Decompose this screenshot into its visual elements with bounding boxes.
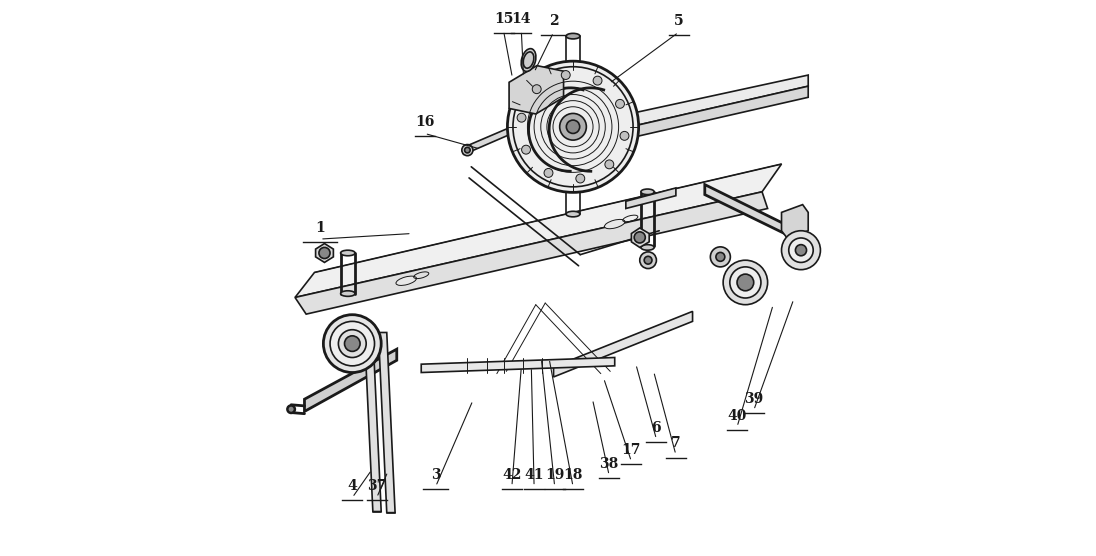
Circle shape	[561, 71, 570, 80]
Text: 3: 3	[431, 468, 441, 482]
Circle shape	[635, 232, 646, 243]
Circle shape	[723, 260, 767, 305]
Polygon shape	[564, 75, 808, 142]
Circle shape	[517, 113, 526, 122]
Text: 1: 1	[316, 221, 324, 235]
Polygon shape	[365, 334, 381, 512]
Ellipse shape	[522, 48, 536, 72]
Circle shape	[339, 330, 366, 358]
Polygon shape	[705, 185, 798, 240]
Circle shape	[593, 76, 602, 85]
Circle shape	[344, 336, 361, 351]
Text: 4: 4	[347, 479, 357, 493]
Polygon shape	[464, 105, 563, 155]
Polygon shape	[781, 205, 808, 238]
Circle shape	[796, 245, 807, 256]
Text: 40: 40	[728, 409, 746, 423]
Circle shape	[319, 247, 330, 259]
Circle shape	[533, 85, 541, 93]
Circle shape	[781, 231, 821, 270]
Circle shape	[716, 252, 724, 261]
Text: 39: 39	[744, 392, 763, 406]
Text: 41: 41	[524, 468, 544, 482]
Circle shape	[710, 247, 730, 267]
Polygon shape	[295, 192, 767, 314]
Text: 6: 6	[652, 421, 661, 435]
Polygon shape	[553, 311, 693, 377]
Circle shape	[507, 61, 639, 192]
Circle shape	[567, 120, 580, 133]
Circle shape	[644, 256, 652, 264]
Ellipse shape	[461, 145, 473, 156]
Circle shape	[616, 100, 625, 108]
Circle shape	[575, 174, 585, 183]
Text: 15: 15	[494, 12, 513, 26]
Circle shape	[737, 274, 754, 291]
Circle shape	[730, 267, 761, 298]
Ellipse shape	[641, 189, 654, 195]
Circle shape	[544, 168, 552, 177]
Ellipse shape	[396, 276, 416, 285]
Ellipse shape	[341, 291, 355, 296]
Ellipse shape	[566, 211, 580, 217]
Text: 18: 18	[563, 468, 583, 482]
Circle shape	[522, 145, 530, 154]
Ellipse shape	[641, 245, 654, 250]
Text: 19: 19	[545, 468, 564, 482]
Polygon shape	[295, 164, 781, 297]
Circle shape	[789, 238, 813, 262]
Ellipse shape	[341, 250, 355, 256]
Ellipse shape	[287, 405, 295, 414]
Text: 17: 17	[621, 443, 641, 457]
Text: 16: 16	[415, 115, 434, 129]
Ellipse shape	[605, 220, 625, 229]
Polygon shape	[631, 228, 649, 247]
Text: 42: 42	[502, 468, 522, 482]
Circle shape	[330, 321, 375, 366]
Polygon shape	[316, 244, 333, 262]
Text: 37: 37	[367, 479, 387, 493]
Circle shape	[323, 315, 381, 373]
Polygon shape	[626, 188, 676, 208]
Polygon shape	[509, 66, 563, 114]
Polygon shape	[378, 332, 395, 513]
Text: 38: 38	[600, 457, 619, 471]
Circle shape	[605, 160, 614, 169]
Circle shape	[620, 131, 629, 140]
Text: 5: 5	[674, 14, 684, 28]
Circle shape	[560, 113, 586, 140]
Circle shape	[640, 252, 657, 269]
Ellipse shape	[566, 33, 580, 39]
Text: 7: 7	[671, 436, 681, 450]
Polygon shape	[305, 349, 397, 411]
Polygon shape	[564, 86, 808, 153]
Ellipse shape	[465, 147, 470, 153]
Circle shape	[288, 406, 295, 413]
Text: 2: 2	[549, 14, 558, 28]
Polygon shape	[421, 358, 615, 373]
Text: 14: 14	[512, 12, 532, 26]
